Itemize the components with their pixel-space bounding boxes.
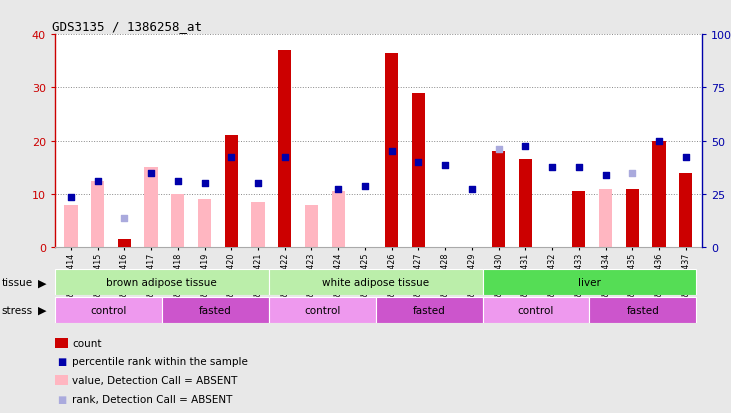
Bar <box>64 205 77 248</box>
Bar <box>412 94 425 248</box>
Bar <box>572 192 586 248</box>
Point <box>225 154 237 161</box>
Bar <box>518 160 532 248</box>
Text: rank, Detection Call = ABSENT: rank, Detection Call = ABSENT <box>72 394 232 404</box>
Bar <box>376 297 482 323</box>
Bar <box>572 192 586 248</box>
Point <box>65 194 77 201</box>
Bar <box>162 297 269 323</box>
Bar <box>679 173 692 248</box>
Text: ▶: ▶ <box>38 278 47 287</box>
Bar <box>269 297 376 323</box>
Text: count: count <box>72 338 102 348</box>
Text: control: control <box>518 305 554 315</box>
Point <box>493 146 504 153</box>
Bar <box>518 179 532 248</box>
Point <box>386 149 398 155</box>
Point <box>546 165 558 171</box>
Bar <box>626 189 639 248</box>
Bar <box>332 192 345 248</box>
Bar <box>492 152 505 248</box>
Bar <box>145 168 158 248</box>
Text: value, Detection Call = ABSENT: value, Detection Call = ABSENT <box>72 375 238 385</box>
Point <box>279 154 291 161</box>
Text: control: control <box>90 305 126 315</box>
Text: fasted: fasted <box>413 305 445 315</box>
Bar <box>55 270 269 295</box>
Point <box>520 143 531 150</box>
Text: control: control <box>304 305 341 315</box>
Text: liver: liver <box>578 278 601 287</box>
Bar <box>269 270 482 295</box>
Point <box>333 186 344 192</box>
Point <box>573 165 585 171</box>
Bar <box>55 297 162 323</box>
Text: fasted: fasted <box>626 305 659 315</box>
Bar <box>251 203 265 248</box>
Text: GDS3135 / 1386258_at: GDS3135 / 1386258_at <box>52 19 202 33</box>
Text: fasted: fasted <box>199 305 232 315</box>
Point <box>172 178 183 185</box>
Text: brown adipose tissue: brown adipose tissue <box>107 278 217 287</box>
Bar <box>305 205 318 248</box>
Bar <box>482 270 697 295</box>
Bar <box>278 51 292 248</box>
Bar <box>482 297 589 323</box>
Text: stress: stress <box>1 305 33 315</box>
Bar <box>385 54 398 248</box>
Text: ■: ■ <box>57 356 66 366</box>
Point <box>626 170 638 177</box>
Point <box>466 186 477 192</box>
Text: percentile rank within the sample: percentile rank within the sample <box>72 356 249 366</box>
Bar <box>599 189 612 248</box>
Point <box>599 173 611 179</box>
Point <box>199 181 211 188</box>
Point <box>680 154 692 161</box>
Bar <box>626 189 639 248</box>
Point <box>92 178 104 185</box>
Text: white adipose tissue: white adipose tissue <box>322 278 429 287</box>
Point <box>145 170 157 177</box>
Point <box>118 215 130 222</box>
Bar <box>652 142 666 248</box>
Bar <box>589 297 697 323</box>
Bar <box>198 200 211 248</box>
Text: ■: ■ <box>57 394 66 404</box>
Point <box>653 138 664 145</box>
Point <box>359 183 371 190</box>
Bar <box>118 240 131 248</box>
Bar <box>224 136 238 248</box>
Bar <box>91 181 105 248</box>
Text: ▶: ▶ <box>38 305 47 315</box>
Point <box>412 159 424 166</box>
Point <box>439 162 451 169</box>
Point <box>252 181 264 188</box>
Bar <box>171 195 184 248</box>
Text: tissue: tissue <box>1 278 33 287</box>
